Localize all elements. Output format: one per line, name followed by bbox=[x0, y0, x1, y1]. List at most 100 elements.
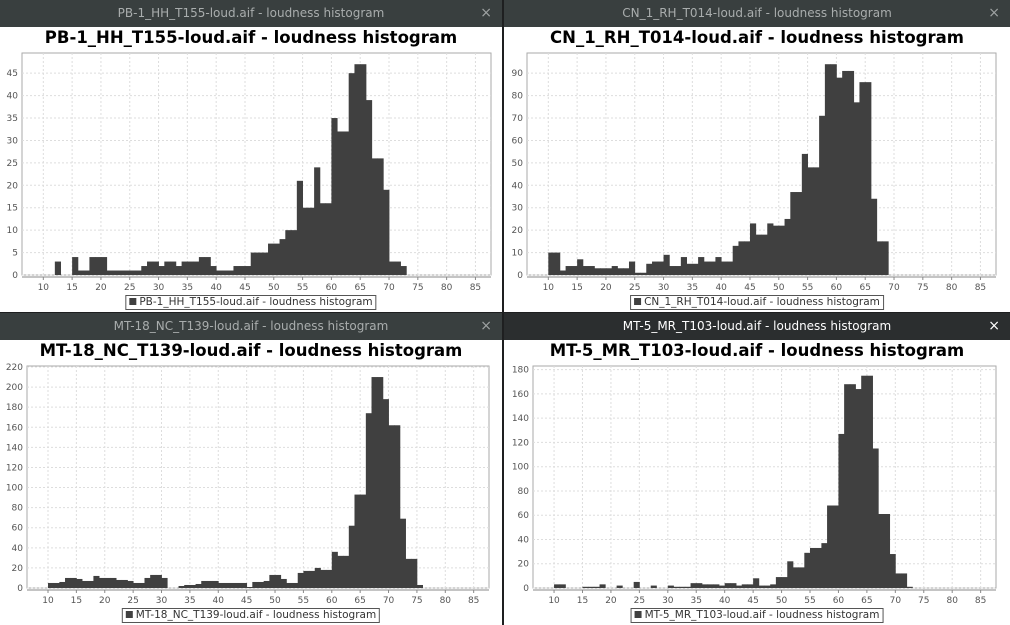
histogram-chart: 10 15 20 25 30 35 40 45 50 55 60 65 70 75 80 85 0 20 40 60 8… bbox=[512, 365, 997, 606]
x-tick-label: 80 bbox=[946, 596, 958, 606]
histogram-bar bbox=[646, 263, 653, 275]
histogram-window-cn1: CN_1_RH_T014-loud.aif - loudness histogr… bbox=[504, 0, 1010, 312]
window-title: MT-18_NC_T139-loud.aif - loudness histog… bbox=[113, 319, 389, 333]
legend-label: CN_1_RH_T014-loud.aif - loudness histogr… bbox=[644, 296, 880, 308]
histogram-bar bbox=[594, 268, 601, 275]
histogram-bar bbox=[713, 584, 720, 588]
y-tick-label: 180 bbox=[512, 366, 529, 376]
histogram-bar bbox=[738, 241, 745, 275]
x-tick-label: 35 bbox=[691, 596, 702, 606]
histogram-bar bbox=[559, 584, 566, 588]
y-tick-label: 40 bbox=[7, 92, 19, 102]
x-tick-label: 35 bbox=[182, 283, 193, 293]
histogram-bar bbox=[320, 569, 327, 588]
window-titlebar[interactable]: MT-5_MR_T103-loud.aif - loudness histogr… bbox=[504, 313, 1010, 340]
histogram-bar bbox=[784, 218, 791, 275]
window-title: MT-5_MR_T103-loud.aif - loudness histogr… bbox=[622, 319, 892, 333]
close-icon[interactable]: × bbox=[480, 5, 492, 21]
x-tick-label: 45 bbox=[241, 596, 252, 606]
histogram-bar bbox=[548, 252, 555, 275]
x-tick-label: 10 bbox=[38, 283, 50, 293]
x-tick-label: 50 bbox=[776, 596, 788, 606]
histogram-bar bbox=[53, 582, 60, 588]
y-tick-label: 80 bbox=[512, 92, 524, 102]
x-tick-label: 25 bbox=[629, 283, 640, 293]
histogram-bar bbox=[250, 252, 257, 275]
histogram-bar bbox=[314, 167, 321, 275]
x-tick-label: 65 bbox=[859, 283, 870, 293]
histogram-bar bbox=[221, 270, 229, 275]
histogram-bar bbox=[365, 100, 373, 275]
histogram-bar bbox=[767, 223, 774, 275]
x-tick-label: 80 bbox=[441, 283, 453, 293]
x-tick-label: 10 bbox=[548, 596, 560, 606]
histogram-bar bbox=[127, 580, 134, 588]
histogram-bar bbox=[650, 585, 657, 588]
histogram-bar bbox=[796, 192, 803, 275]
legend: MT-18_NC_T139-loud.aif - loudness histog… bbox=[121, 608, 381, 623]
histogram-bar bbox=[161, 577, 168, 588]
histogram-bar bbox=[144, 577, 151, 588]
histogram-bar bbox=[861, 375, 868, 588]
window-titlebar[interactable]: MT-18_NC_T139-loud.aif - loudness histog… bbox=[0, 313, 502, 340]
x-tick-label: 40 bbox=[715, 283, 727, 293]
histogram-bar bbox=[229, 582, 236, 588]
y-tick-label: 200 bbox=[6, 383, 23, 393]
histogram-bar bbox=[582, 586, 589, 588]
window-titlebar[interactable]: PB-1_HH_T155-loud.aif - loudness histogr… bbox=[0, 0, 502, 27]
histogram-bar bbox=[652, 261, 659, 275]
histogram-bar bbox=[559, 270, 567, 275]
histogram-bar bbox=[577, 259, 584, 275]
histogram-bar bbox=[657, 261, 664, 275]
histogram-bar bbox=[388, 425, 395, 588]
histogram-bar bbox=[99, 577, 106, 588]
x-tick-label: 60 bbox=[831, 283, 843, 293]
histogram-bar bbox=[853, 102, 860, 275]
close-icon[interactable]: × bbox=[988, 318, 1000, 334]
close-icon[interactable]: × bbox=[480, 318, 492, 334]
histogram-bar bbox=[292, 582, 299, 588]
x-tick-label: 15 bbox=[571, 283, 582, 293]
x-tick-label: 75 bbox=[411, 596, 422, 606]
histogram-bar bbox=[206, 580, 213, 588]
histogram-bar bbox=[836, 77, 843, 275]
x-tick-label: 20 bbox=[95, 283, 107, 293]
histogram-bar bbox=[416, 584, 423, 588]
histogram-bar bbox=[611, 266, 618, 275]
histogram-bar bbox=[227, 270, 234, 275]
close-icon[interactable]: × bbox=[988, 5, 1000, 21]
histogram-bar bbox=[360, 494, 367, 588]
histogram-bar bbox=[382, 399, 389, 588]
x-tick-label: 85 bbox=[975, 596, 986, 606]
y-tick-label: 220 bbox=[6, 363, 23, 373]
y-tick-label: 5 bbox=[12, 249, 18, 259]
histogram-bar bbox=[698, 257, 705, 275]
histogram-bar bbox=[337, 131, 344, 275]
histogram-bar bbox=[152, 261, 159, 275]
histogram-bar bbox=[703, 261, 711, 275]
histogram-bar bbox=[275, 574, 282, 588]
histogram-bar bbox=[246, 586, 253, 588]
window-title: PB-1_HH_T155-loud.aif - loudness histogr… bbox=[117, 6, 385, 20]
histogram-bar bbox=[821, 543, 828, 588]
histogram-bar bbox=[181, 261, 188, 275]
histogram-bar bbox=[758, 585, 765, 588]
histogram-bar bbox=[331, 551, 338, 588]
chart-body: MT-18_NC_T139-loud.aif - loudness histog… bbox=[0, 340, 502, 625]
histogram-bar bbox=[262, 252, 269, 275]
window-titlebar[interactable]: CN_1_RH_T014-loud.aif - loudness histogr… bbox=[504, 0, 1010, 27]
histogram-bar bbox=[696, 583, 703, 588]
histogram-bar bbox=[701, 584, 709, 588]
histogram-bar bbox=[240, 582, 248, 588]
chart-body: PB-1_HH_T155-loud.aif - loudness histogr… bbox=[0, 27, 502, 312]
histogram-bar bbox=[87, 580, 94, 588]
histogram-bar bbox=[158, 266, 165, 275]
histogram-bar bbox=[269, 574, 276, 588]
x-tick-label: 50 bbox=[269, 596, 281, 606]
x-tick-label: 80 bbox=[946, 283, 958, 293]
y-tick-label: 140 bbox=[6, 443, 23, 453]
histogram-bar bbox=[164, 261, 171, 275]
histogram-bar bbox=[832, 505, 839, 588]
histogram-bar bbox=[628, 261, 636, 275]
histogram-bar bbox=[291, 230, 298, 275]
